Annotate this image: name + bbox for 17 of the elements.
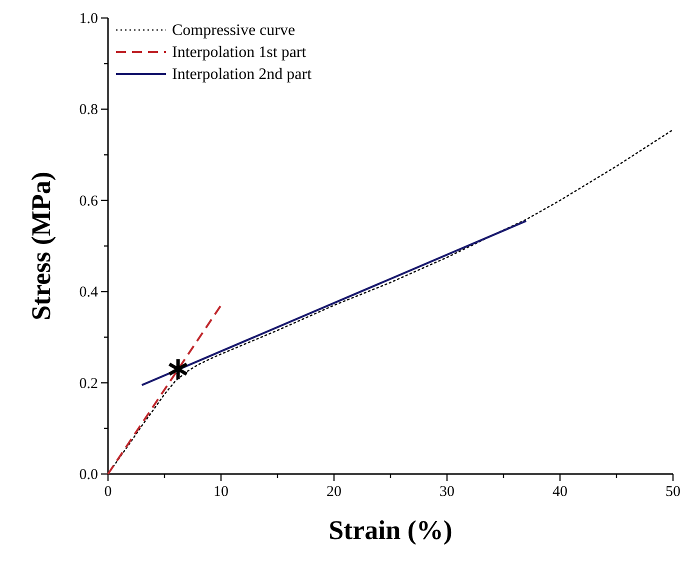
y-tick-label: 0.8 [79,102,98,118]
y-tick-label: 0.6 [79,193,98,210]
legend-label: Interpolation 2nd part [172,66,312,83]
y-tick-label: 0.0 [79,467,98,483]
x-axis-title: Strain (%) [328,515,452,545]
x-tick-label: 30 [440,484,454,500]
legend-label: Compressive curve [172,22,296,39]
x-tick-label: 50 [666,484,680,500]
y-axis-title: Stress (MPa) [26,172,56,320]
x-tick-label: 20 [326,484,342,500]
y-tick-label: 1.0 [79,11,98,27]
y-tick-label: 0.2 [79,376,98,392]
x-tick-label: 40 [552,484,568,500]
legend-label: Interpolation 1st part [172,44,307,61]
x-tick-label: 10 [214,484,228,500]
x-tick-label: 0 [104,484,112,500]
y-tick-label: 0.4 [79,284,98,301]
